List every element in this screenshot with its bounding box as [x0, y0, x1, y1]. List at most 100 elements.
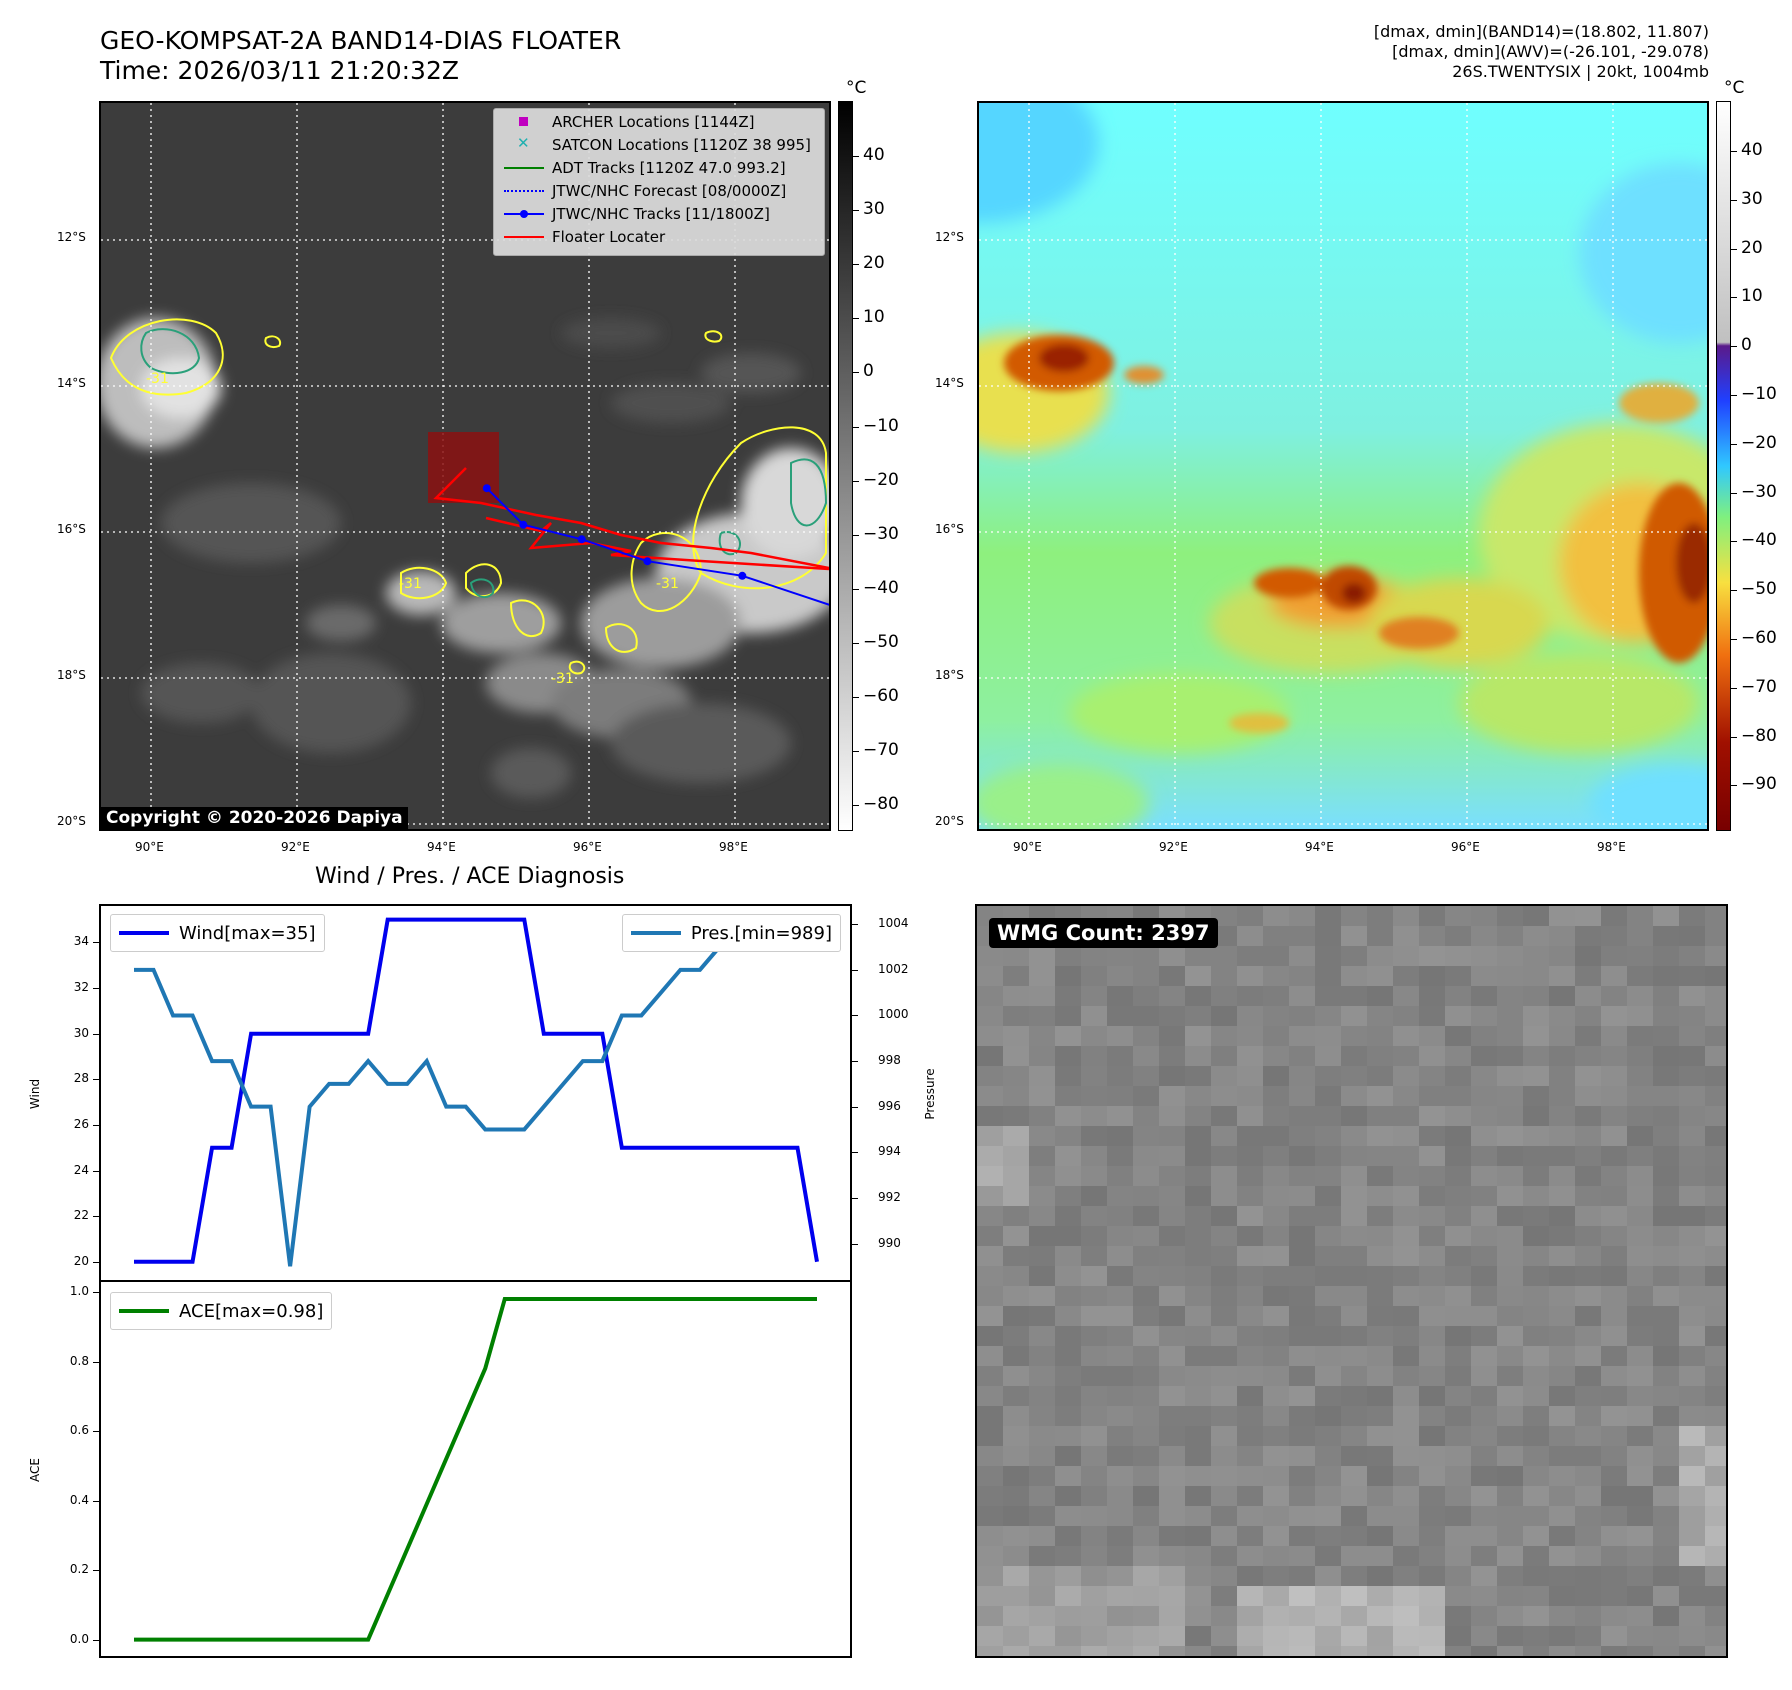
y-tick [93, 1170, 99, 1172]
colorbar-tick-label: −20 [863, 469, 899, 490]
figure-title-line1: GEO-KOMPSAT-2A BAND14-DIAS FLOATER [100, 26, 622, 55]
ace-tick-label: 0.6 [69, 1423, 89, 1438]
colorbar-tick-label: 0 [863, 361, 874, 382]
colorbar-tick-label: −30 [863, 523, 899, 544]
ace-tick-label: 0.2 [69, 1562, 89, 1577]
wmg-panel: WMG Count: 2397 [975, 904, 1728, 1658]
pressure-tick-label: 1004 [878, 916, 909, 931]
ir-map-image: -31 -31 -31 -31 [101, 103, 829, 829]
wind-tick-label: 20 [73, 1253, 89, 1268]
colorbar-tick [853, 534, 859, 536]
pressure-legend: Pres.[min=989] [621, 914, 841, 952]
lon-tick-label: 96°E [573, 840, 602, 854]
ace-chart: ACE[max=0.98] [99, 1280, 852, 1658]
colorbar-tick [853, 264, 859, 266]
lon-tick-label: 98°E [719, 840, 748, 854]
pressure-tick-label: 996 [878, 1098, 901, 1113]
series-line-ace [134, 1296, 817, 1642]
colorbar-tick-label: −60 [863, 686, 899, 706]
colorbar-tick-label: 40 [1741, 140, 1763, 160]
y-tick [93, 988, 99, 990]
colorbar-tick [1731, 248, 1737, 250]
wind-tick-label: 26 [73, 1116, 89, 1131]
legend-satcon: ✕ SATCON Locations [1120Z 38 995] [517, 134, 811, 154]
pressure-tick-label: 992 [878, 1189, 901, 1204]
lat-tick-label: 12°S [57, 230, 86, 244]
colorbar-tick-label: 20 [863, 253, 885, 274]
y-tick [93, 1292, 99, 1293]
colorbar-tick-label: 10 [863, 307, 885, 328]
y2-tick [852, 1106, 858, 1108]
pressure-axis-label: Pressure [923, 1068, 937, 1120]
colorbar-tick-label: −70 [863, 740, 899, 761]
colorbar-tick [853, 426, 859, 428]
colorbar-tick [1731, 199, 1737, 201]
colorbar-awv [1716, 101, 1731, 831]
colorbar-tick-label: 30 [863, 199, 885, 220]
pressure-tick-label: 998 [878, 1053, 901, 1068]
colorbar-tick [853, 751, 859, 753]
colorbar-tick [853, 210, 859, 212]
colorbar-tick [1731, 443, 1737, 445]
pressure-tick-label: 1000 [878, 1007, 909, 1022]
colorbar-awv-unit: °C [1724, 78, 1745, 98]
y-tick [93, 1033, 99, 1035]
wind-tick-label: 24 [73, 1162, 89, 1177]
jtwc-track-point [519, 520, 528, 529]
colorbar-tick-label: −90 [1741, 774, 1777, 795]
colorbar-tick [853, 697, 859, 698]
lon-tick-label: 98°E [1597, 840, 1626, 854]
y2-tick [852, 1197, 858, 1199]
lat-tick-label: 14°S [57, 376, 86, 390]
x-icon: ✕ [517, 134, 530, 152]
y-tick [93, 942, 99, 944]
colorbar-tick-label: −60 [1741, 628, 1777, 648]
colorbar-tick-label: 30 [1741, 188, 1763, 209]
y-tick [93, 1216, 99, 1218]
figure-title-line2: Time: 2026/03/11 21:20:32Z [100, 56, 459, 85]
colorbar-tick [853, 588, 859, 590]
y-tick [93, 1079, 99, 1081]
series-line-wind [134, 917, 819, 1264]
colorbar-tick-label: −10 [1741, 384, 1777, 404]
colorbar-tick-label: −80 [1741, 725, 1777, 746]
lat-tick-label: 20°S [57, 814, 86, 828]
colorbar-tick [853, 372, 859, 374]
wind-tick-label: 22 [73, 1208, 89, 1223]
legend-adt: ADT Tracks [1120Z 47.0 993.2] [504, 157, 786, 179]
ace-tick-label: 1.0 [69, 1284, 89, 1298]
y-tick [93, 1124, 99, 1126]
wind-tick-label: 30 [73, 1025, 89, 1040]
colorbar-tick [1731, 785, 1737, 787]
lat-tick-label: 20°S [935, 814, 964, 828]
lat-tick-label: 12°S [935, 230, 964, 244]
wind-tick-label: 34 [73, 934, 89, 949]
wind-tick-label: 32 [73, 980, 89, 995]
lon-tick-label: 92°E [1159, 840, 1188, 854]
lat-tick-label: 16°S [57, 522, 86, 536]
colorbar-tick-label: −20 [1741, 432, 1777, 453]
y2-tick [852, 969, 858, 971]
colorbar-tick [1731, 492, 1737, 494]
colorbar-tick [1731, 395, 1737, 396]
wind-tick-label: 28 [73, 1071, 89, 1086]
colorbar-tick [1731, 736, 1737, 738]
colorbar-tick-label: −10 [863, 415, 899, 436]
y-tick [93, 1361, 99, 1363]
colorbar-tick-label: 10 [1741, 286, 1763, 307]
ace-axis-label: ACE [28, 1458, 42, 1482]
colorbar-tick-label: −40 [1741, 530, 1777, 551]
y2-tick [852, 1152, 858, 1154]
wind-axis-label: Wind [28, 1078, 42, 1110]
lon-tick-label: 94°E [1305, 840, 1334, 854]
colorbar-tick [1731, 297, 1737, 299]
colorbar-ir [838, 101, 853, 831]
lat-tick-label: 14°S [935, 376, 964, 390]
jtwc-track-point [738, 571, 747, 580]
colorbar-ir-unit: °C [846, 78, 867, 98]
colorbar-tick [1731, 639, 1737, 640]
info-line3: 26S.TWENTYSIX | 20kt, 1004mb [1452, 62, 1709, 81]
pressure-tick-label: 990 [878, 1235, 901, 1250]
y2-tick [852, 1061, 858, 1063]
ace-legend: ACE[max=0.98] [110, 1292, 333, 1330]
